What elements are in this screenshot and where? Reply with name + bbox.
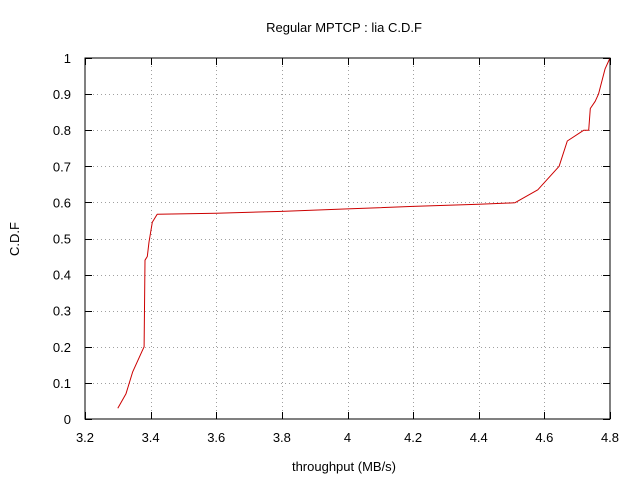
x-tick-label: 3.6: [207, 430, 225, 445]
x-tick-label: 4.2: [404, 430, 422, 445]
y-tick-label: 0.4: [53, 268, 71, 283]
y-tick-label: 0.5: [53, 232, 71, 247]
y-tick-label: 0.3: [53, 304, 71, 319]
y-tick-label: 0.1: [53, 376, 71, 391]
x-tick-label: 4.8: [601, 430, 619, 445]
x-tick-label: 4: [344, 430, 351, 445]
y-tick-label: 0.7: [53, 159, 71, 174]
ticks: 3.2 3.4 3.6 3.8 4 4.2 4.4 4.6 4.8 0 0.1 0.2 0.3 0.4 0.…: [53, 51, 619, 445]
y-tick-label: 1: [64, 51, 71, 66]
y-axis-label: C.D.F: [7, 222, 22, 256]
y-tick-label: 0.2: [53, 340, 71, 355]
y-tick-label: 0.8: [53, 123, 71, 138]
plot-frame: [84, 57, 611, 420]
chart-title: Regular MPTCP : lia C.D.F: [266, 20, 422, 35]
y-tick-label: 0: [64, 412, 71, 427]
x-tick-label: 4.6: [535, 430, 553, 445]
cdf-series-line: [117, 57, 611, 409]
x-tick-label: 3.8: [273, 430, 291, 445]
y-tick-label: 0.9: [53, 87, 71, 102]
y-tick-label: 0.6: [53, 195, 71, 210]
grid: [85, 58, 610, 419]
x-axis-label: throughput (MB/s): [292, 459, 396, 474]
series-layer: [117, 57, 611, 409]
x-tick-label: 3.2: [76, 430, 94, 445]
x-tick-label: 3.4: [142, 430, 160, 445]
x-tick-label: 4.4: [470, 430, 488, 445]
